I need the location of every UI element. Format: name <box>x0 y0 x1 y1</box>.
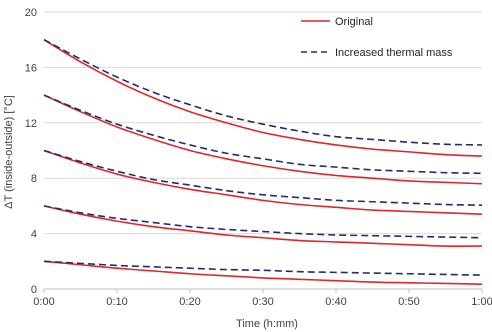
y-axis-title: ΔT (inside-outside) [°C] <box>3 95 15 209</box>
x-tick-label: 0:40 <box>325 296 346 308</box>
series-increased-thermal-mass-line <box>43 149 483 207</box>
series-original-line <box>43 205 483 247</box>
series-increased-thermal-mass-line <box>43 94 483 175</box>
x-tick-label: 0:10 <box>106 296 127 308</box>
legend: Original Increased thermal mass <box>301 16 453 59</box>
axes <box>43 288 483 293</box>
y-tick-label: 4 <box>31 229 37 241</box>
x-tick-label: 0:50 <box>398 296 419 308</box>
series-lines <box>43 38 483 285</box>
series-original-line <box>43 94 483 185</box>
y-tick-label: 16 <box>25 62 37 74</box>
series-original-line <box>43 149 483 216</box>
series-original-line <box>43 39 483 157</box>
series-original-line <box>43 260 483 285</box>
legend-label-original: Original <box>335 16 373 28</box>
x-axis-title: Time (h:mm) <box>236 318 298 330</box>
x-tick-label: 0:00 <box>33 296 54 308</box>
y-tick-label: 8 <box>31 173 37 185</box>
y-tick-label: 0 <box>31 284 37 296</box>
tick-labels: 0 4 8 12 16 20 0:00 0:10 0:20 0:30 0:40 0:50 1:00 <box>25 7 492 308</box>
legend-label-increased: Increased thermal mass <box>335 47 453 59</box>
series-increased-thermal-mass-line <box>43 260 483 276</box>
series-increased-thermal-mass-line <box>43 38 483 146</box>
gridlines <box>44 11 482 235</box>
y-tick-label: 12 <box>25 118 37 130</box>
x-tick-label: 0:20 <box>179 296 200 308</box>
x-tick-label: 0:30 <box>252 296 273 308</box>
x-tick-label: 1:00 <box>471 296 492 308</box>
y-tick-label: 20 <box>25 7 37 19</box>
series-increased-thermal-mass-line <box>43 205 483 239</box>
